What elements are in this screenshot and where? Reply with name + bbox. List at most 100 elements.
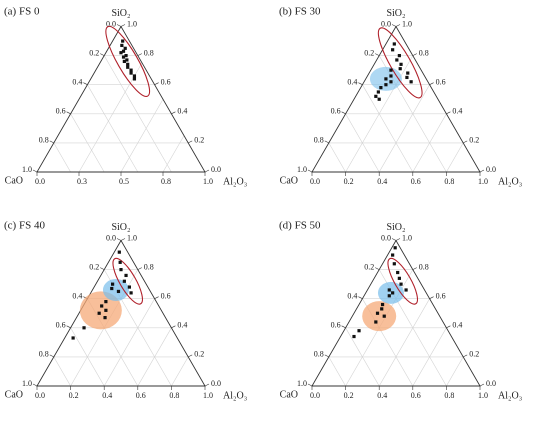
grid-line — [162, 135, 185, 173]
data-point — [397, 276, 401, 280]
grid-line — [378, 84, 430, 173]
tick-mark — [66, 111, 71, 115]
data-point — [110, 286, 114, 291]
data-point — [404, 288, 408, 292]
tick-label: 0.6 — [56, 321, 66, 330]
component-label: SiO₂ — [386, 8, 405, 19]
tick-label: 0.6 — [411, 177, 421, 186]
tick-label: 0.6 — [161, 78, 171, 87]
panel-title: (c) FS 40 — [4, 220, 45, 232]
data-point — [129, 291, 133, 295]
tick-label: 0.0 — [106, 233, 116, 242]
tick-mark — [463, 140, 468, 144]
highlight-region — [112, 257, 144, 305]
data-point — [82, 326, 86, 330]
tick-label: 0.6 — [331, 321, 341, 330]
data-point — [384, 83, 388, 87]
tick-label: 0.2 — [194, 136, 204, 145]
component-label: Al₂O₃ — [223, 176, 247, 187]
data-point — [121, 39, 125, 43]
tick-mark — [307, 383, 313, 387]
ternary-panel: (a) FS 00.00.20.40.60.81.00.00.20.40.60.… — [4, 6, 247, 188]
tick-mark — [463, 354, 468, 358]
data-point — [387, 294, 391, 298]
data-point — [125, 58, 129, 62]
tick-mark — [32, 383, 38, 387]
ternary-panel: (c) FS 400.00.20.40.60.81.00.00.20.40.60… — [4, 220, 247, 402]
component-label: Al₂O₃ — [498, 390, 522, 401]
data-point — [129, 68, 133, 72]
tick-label: 0.8 — [419, 262, 429, 271]
data-point — [103, 316, 107, 320]
tick-mark — [324, 354, 329, 358]
data-point — [399, 282, 403, 286]
data-point — [104, 308, 108, 312]
tick-mark — [446, 325, 451, 329]
tick-label: 0.2 — [69, 391, 79, 400]
highlight-region — [377, 27, 423, 99]
tick-mark — [375, 267, 380, 270]
data-point — [119, 51, 123, 55]
tick-mark — [375, 53, 380, 56]
tick-label: 0.0 — [35, 177, 45, 186]
tick-label: 1.0 — [478, 391, 488, 400]
data-point — [374, 94, 378, 98]
data-point — [117, 250, 121, 254]
data-point — [71, 336, 75, 340]
data-point — [100, 304, 104, 308]
component-label: CaO — [280, 389, 298, 400]
data-point — [122, 59, 126, 64]
data-point — [387, 288, 391, 292]
panel-title: (d) FS 50 — [279, 220, 321, 232]
data-point — [391, 291, 395, 295]
tick-mark — [171, 111, 176, 115]
tick-label: 0.8 — [444, 177, 454, 186]
tick-label: 0.2 — [344, 177, 354, 186]
grid-line — [171, 356, 189, 387]
data-point — [124, 273, 128, 278]
tick-label: 0.4 — [377, 177, 387, 186]
tick-label: 1.0 — [297, 379, 307, 388]
tick-label: 1.0 — [22, 165, 32, 174]
tick-label: 1.0 — [203, 177, 213, 186]
panel-title: (b) FS 30 — [279, 6, 321, 18]
tick-label: 0.2 — [89, 48, 99, 57]
tick-mark — [391, 238, 397, 241]
tick-mark — [49, 354, 54, 358]
tick-label: 1.0 — [297, 165, 307, 174]
tick-label: 0.8 — [144, 48, 154, 57]
tick-label: 0.6 — [331, 107, 341, 116]
data-point — [391, 48, 395, 52]
data-point — [132, 74, 137, 78]
tick-label: 0.0 — [381, 19, 391, 28]
data-point — [126, 65, 130, 69]
ternary-panel: (b) FS 300.00.20.40.60.81.00.00.20.40.60… — [279, 6, 522, 188]
tick-mark — [32, 169, 38, 173]
data-point — [116, 289, 121, 294]
tick-label: 0.0 — [310, 391, 320, 400]
tick-mark — [116, 238, 122, 241]
tick-label: 0.4 — [72, 292, 82, 301]
tick-label: 0.2 — [469, 350, 479, 359]
tick-mark — [100, 53, 105, 56]
tick-mark — [429, 296, 434, 299]
highlight-region — [79, 291, 122, 330]
tick-label: 0.4 — [347, 292, 357, 301]
highlight-region — [362, 301, 397, 332]
tick-label: 0.4 — [72, 78, 82, 87]
data-point — [132, 77, 137, 81]
data-point — [389, 80, 393, 84]
grid-line — [328, 142, 346, 173]
tick-mark — [154, 296, 159, 299]
tick-mark — [137, 53, 142, 56]
data-point — [127, 285, 131, 289]
triangle-frame — [36, 239, 206, 387]
data-point — [104, 300, 108, 304]
data-point — [124, 54, 128, 58]
tick-mark — [137, 267, 142, 270]
data-point — [384, 77, 388, 81]
tick-label: 1.0 — [203, 391, 213, 400]
data-point — [399, 62, 403, 66]
tick-label: 0.8 — [314, 350, 324, 359]
data-point — [406, 71, 410, 75]
